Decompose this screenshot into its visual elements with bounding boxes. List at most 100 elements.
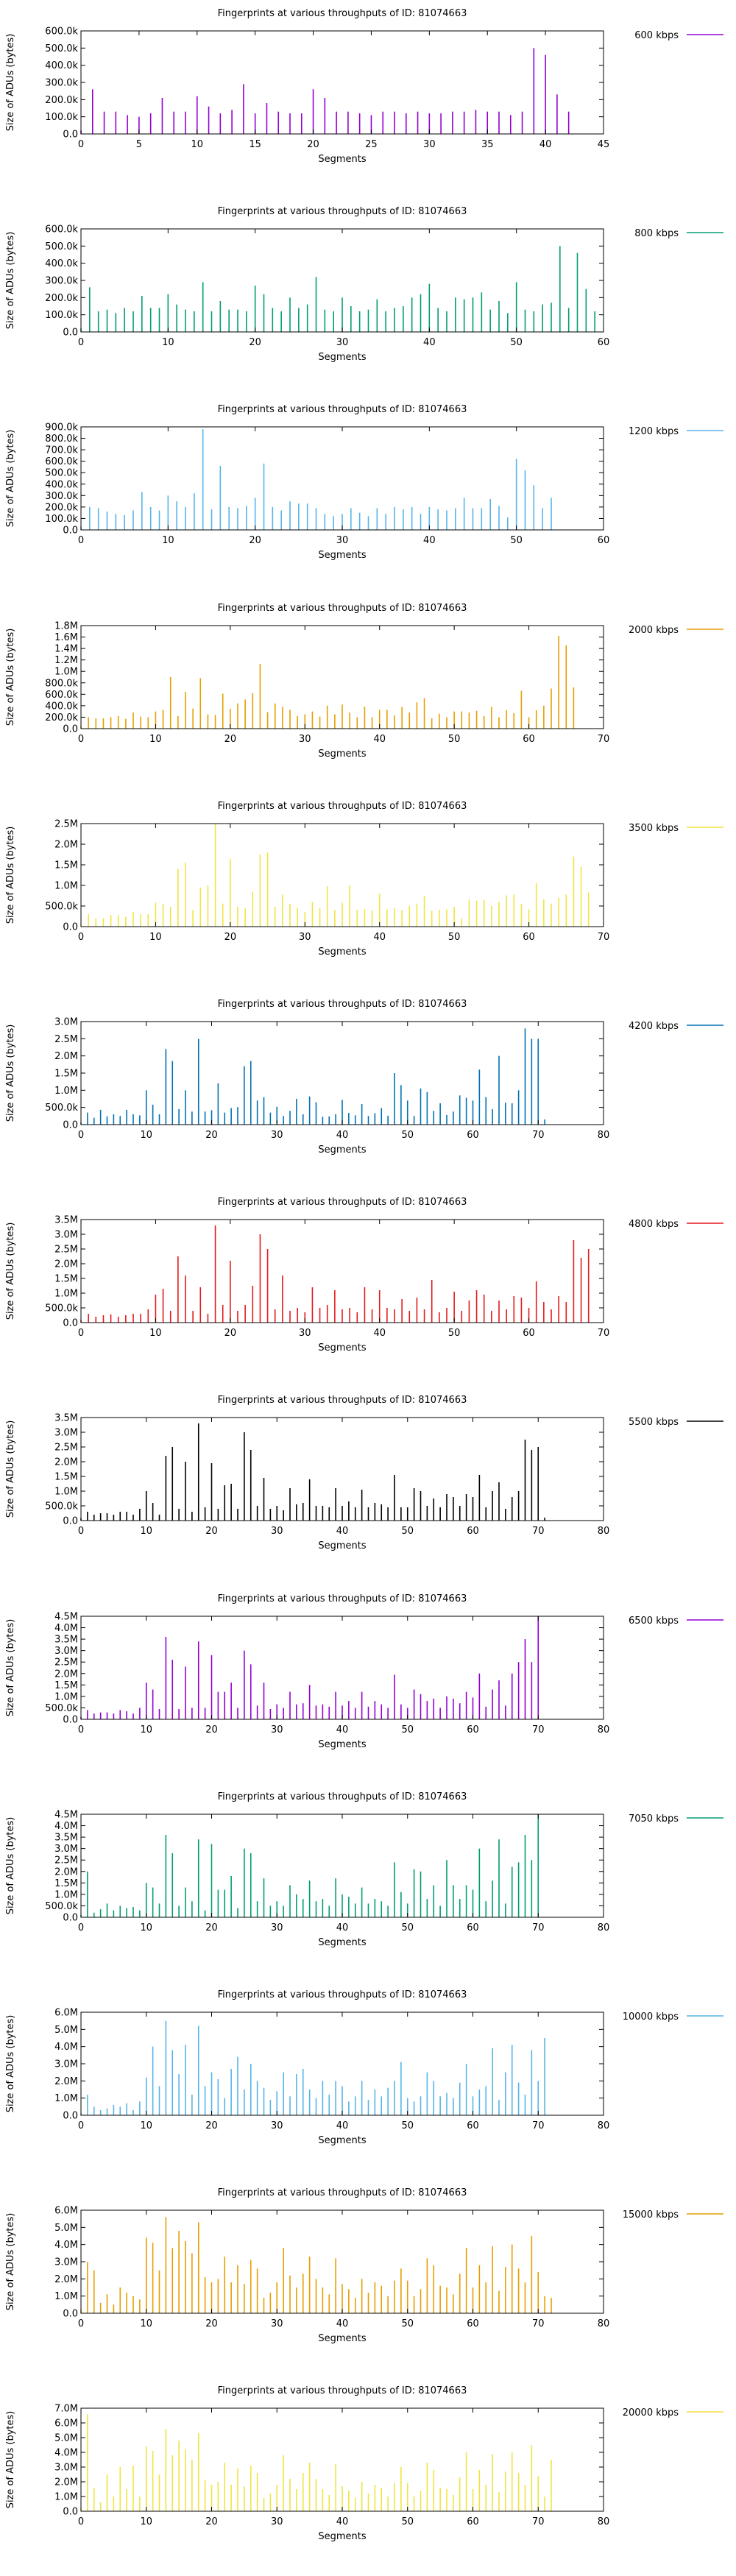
chart-title: Fingerprints at various throughputs of I… <box>218 404 467 415</box>
legend: 800 kbps <box>634 228 723 239</box>
y-tick-label: 0.0 <box>63 921 78 933</box>
y-tick-label: 200.0k <box>45 712 78 723</box>
chart-panel: Fingerprints at various throughputs of I… <box>5 1593 723 1750</box>
y-tick-label: 600.0k <box>45 224 78 236</box>
x-tick-label: 20 <box>205 1922 218 1933</box>
x-axis-label: Segments <box>318 1739 366 1750</box>
x-tick-label: 70 <box>532 2120 545 2131</box>
y-tick-label: 500.0k <box>45 43 78 54</box>
chart-panel: Fingerprints at various throughputs of I… <box>5 404 723 561</box>
bars-group <box>80 823 590 927</box>
x-tick-label: 30 <box>299 932 311 943</box>
y-tick-label: 0.0 <box>63 1516 78 1527</box>
bars-group <box>80 246 595 333</box>
legend: 20000 kbps <box>623 2407 723 2418</box>
y-tick-label: 300.0k <box>45 276 78 287</box>
x-tick-label: 70 <box>532 2318 545 2329</box>
plot-frame <box>80 823 604 927</box>
chart-panel: Fingerprints at various throughputs of I… <box>5 1989 723 2146</box>
y-tick-label: 2.0M <box>54 1051 78 1062</box>
chart-title: Fingerprints at various throughputs of I… <box>218 206 467 217</box>
x-tick-label: 10 <box>149 932 162 943</box>
x-tick-label: 0 <box>78 1724 84 1735</box>
y-tick-label: 4.0M <box>54 2240 78 2251</box>
x-axis-label: Segments <box>318 1937 366 1948</box>
y-tick-label: 200.0k <box>45 95 78 106</box>
legend-label: 4800 kbps <box>629 1219 679 1230</box>
y-tick-label: 1.0M <box>54 1691 78 1702</box>
x-tick-label: 80 <box>598 1526 610 1537</box>
x-tick-label: 20 <box>224 932 237 943</box>
plot-frame <box>80 625 604 729</box>
x-tick-label: 30 <box>336 337 349 348</box>
y-tick-label: 600.0k <box>45 457 78 468</box>
x-axis-label: Segments <box>318 1342 366 1354</box>
y-tick-label: 1.2M <box>54 655 78 666</box>
x-tick-label: 60 <box>467 1526 479 1537</box>
chart-panel: Fingerprints at various throughputs of I… <box>5 2385 723 2542</box>
x-axis-label: Segments <box>318 2135 366 2146</box>
x-tick-label: 0 <box>78 1922 84 1933</box>
x-tick-label: 5 <box>136 139 142 150</box>
y-tick-label: 6.0M <box>54 2418 78 2430</box>
y-tick-label: 2.0M <box>54 1457 78 1468</box>
x-tick-label: 80 <box>598 1724 610 1735</box>
y-tick-label: 3.5M <box>54 1832 78 1843</box>
legend-label: 4200 kbps <box>629 1021 679 1032</box>
legend: 4200 kbps <box>629 1021 723 1032</box>
x-tick-label: 0 <box>78 2318 84 2329</box>
y-tick-label: 3.0M <box>54 1428 78 1439</box>
y-tick-label: 2.0M <box>54 1259 78 1270</box>
x-tick-label: 10 <box>149 734 162 745</box>
legend: 7050 kbps <box>629 1814 723 1825</box>
y-tick-label: 3.0M <box>54 1844 78 1855</box>
y-tick-label: 500.0k <box>45 241 78 252</box>
y-tick-label: 7.0M <box>54 2404 78 2415</box>
x-tick-label: 10 <box>162 337 174 348</box>
bars-group <box>80 2217 552 2314</box>
legend-label: 1200 kbps <box>629 426 679 437</box>
x-tick-label: 10 <box>140 2120 152 2131</box>
y-tick-label: 500.0k <box>45 1303 78 1314</box>
x-tick-label: 0 <box>78 2516 84 2527</box>
y-tick-label: 1.4M <box>54 643 78 654</box>
y-axis-label: Size of ADUs (bytes) <box>5 826 16 924</box>
legend: 600 kbps <box>634 30 723 41</box>
y-tick-label: 3.5M <box>54 1215 78 1226</box>
y-tick-label: 4.0M <box>54 1623 78 1634</box>
y-tick-label: 1.0M <box>54 1889 78 1900</box>
x-tick-label: 40 <box>336 1724 349 1735</box>
x-tick-label: 40 <box>336 2120 349 2131</box>
chart-title: Fingerprints at various throughputs of I… <box>218 999 467 1010</box>
y-tick-label: 5.0M <box>54 2433 78 2444</box>
y-axis-label: Size of ADUs (bytes) <box>5 232 16 330</box>
x-tick-label: 50 <box>448 1328 461 1339</box>
x-tick-label: 45 <box>598 139 610 150</box>
x-tick-label: 10 <box>140 1922 152 1933</box>
x-tick-label: 40 <box>373 932 386 943</box>
x-tick-label: 40 <box>336 1130 349 1141</box>
x-tick-label: 40 <box>373 734 386 745</box>
x-tick-label: 30 <box>336 535 349 546</box>
y-tick-label: 2.5M <box>54 1855 78 1866</box>
x-tick-label: 50 <box>510 535 523 546</box>
x-axis-label: Segments <box>318 1540 366 1551</box>
legend: 5500 kbps <box>629 1417 723 1428</box>
legend-label: 10000 kbps <box>623 2011 679 2023</box>
y-tick-label: 0.0 <box>63 2110 78 2121</box>
x-axis-label: Segments <box>318 749 366 760</box>
y-tick-label: 4.0M <box>54 2448 78 2459</box>
y-tick-label: 6.0M <box>54 2007 78 2018</box>
x-axis-label: Segments <box>318 946 366 958</box>
x-tick-label: 10 <box>140 1526 152 1537</box>
x-axis-label: Segments <box>318 2531 366 2542</box>
x-tick-label: 50 <box>401 2318 414 2329</box>
bars-group <box>80 1423 545 1521</box>
y-tick-label: 5.0M <box>54 2223 78 2234</box>
chart-panel: Fingerprints at various throughputs of I… <box>5 999 723 1156</box>
legend: 4800 kbps <box>629 1219 723 1230</box>
chart-panel: Fingerprints at various throughputs of I… <box>5 206 723 363</box>
x-tick-label: 70 <box>532 1922 545 1933</box>
y-tick-label: 0.0 <box>63 1912 78 1923</box>
x-tick-label: 20 <box>205 2120 218 2131</box>
